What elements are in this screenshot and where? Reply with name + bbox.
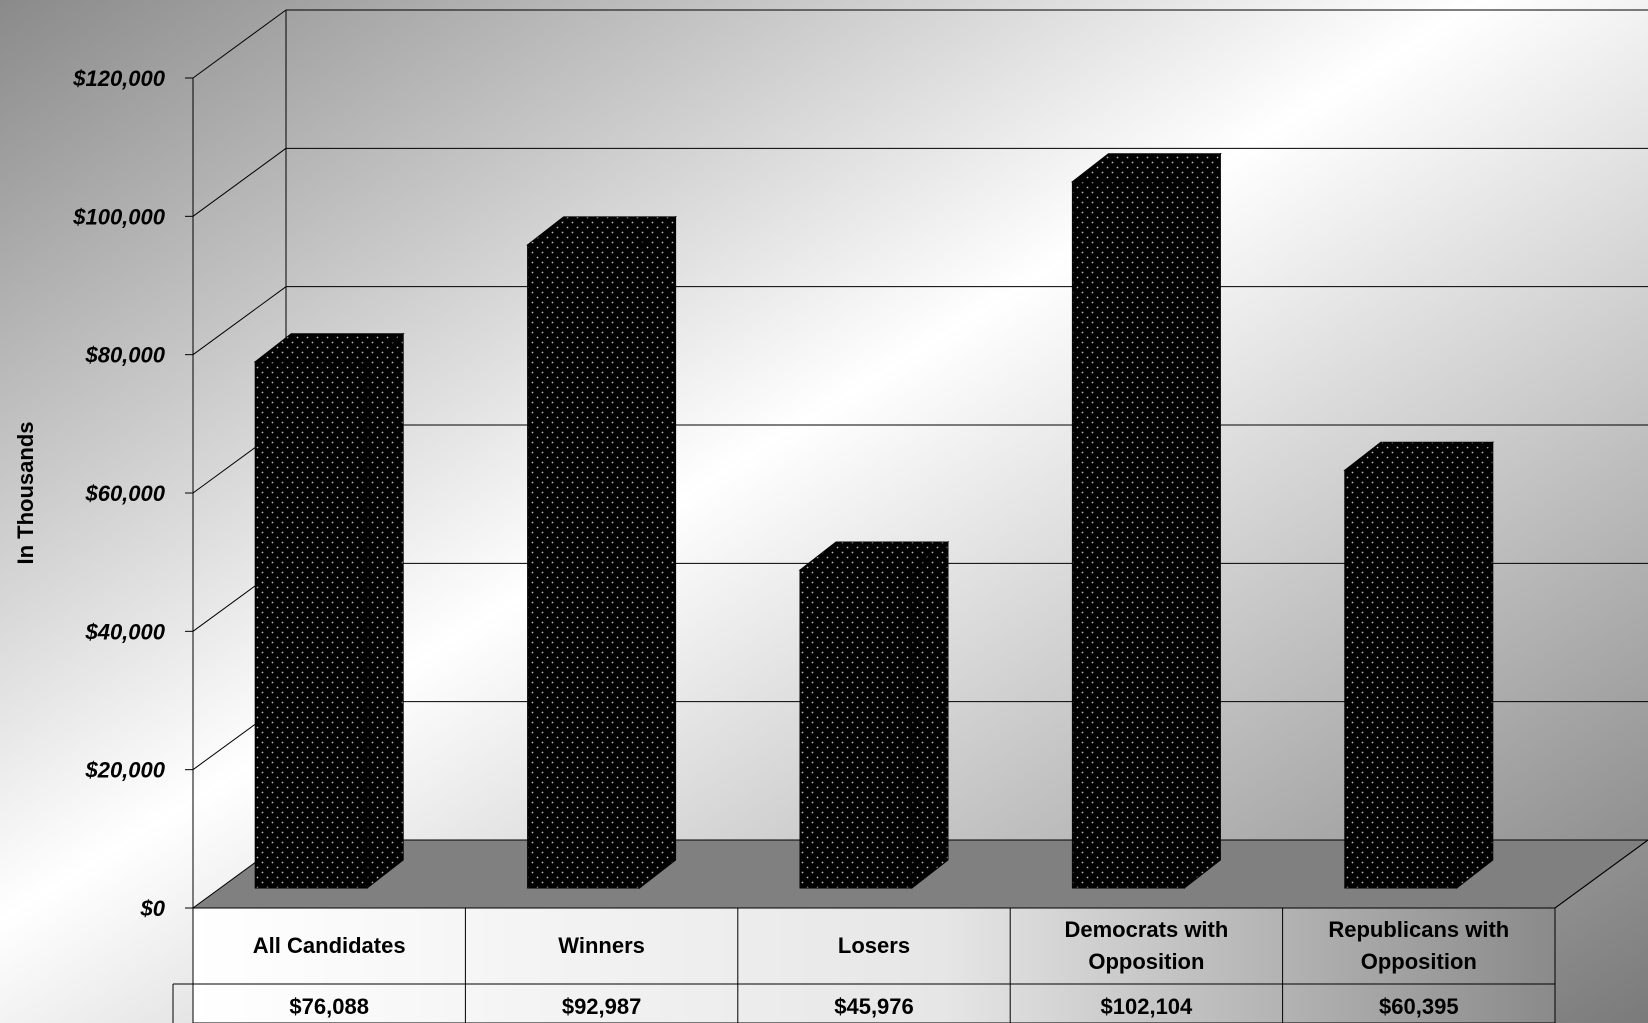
gridline-side xyxy=(192,147,287,217)
y-tick-label: $60,000 xyxy=(84,481,165,506)
bar-top xyxy=(798,541,950,571)
bar-side xyxy=(366,332,404,890)
data-label: $102,104 xyxy=(1101,994,1194,1019)
bar-top xyxy=(526,216,678,246)
bar-3 xyxy=(798,540,950,890)
floor-right-edge xyxy=(1554,839,1648,909)
gridline-side xyxy=(192,286,287,356)
gridline-side xyxy=(192,9,287,79)
bar-side xyxy=(639,215,677,890)
bar-front xyxy=(799,569,913,889)
y-tick-label: $80,000 xyxy=(84,343,165,368)
bar-top xyxy=(1343,441,1495,471)
data-label: $92,987 xyxy=(562,994,642,1019)
bar-side xyxy=(911,540,949,890)
x-tick-label: Republicans with Opposition xyxy=(1328,917,1509,974)
bar-front xyxy=(1344,469,1458,889)
x-tick-label: Democrats with Opposition xyxy=(1064,917,1228,974)
y-tick-label: $0 xyxy=(140,896,166,921)
bar-side xyxy=(1456,441,1494,890)
bar-1 xyxy=(253,332,405,890)
bar-side xyxy=(1183,152,1221,890)
bar-top xyxy=(1070,153,1222,183)
data-label: $45,976 xyxy=(834,994,914,1019)
bar-2 xyxy=(526,215,678,890)
x-tick-label: Losers xyxy=(838,933,910,958)
y-tick-label: $120,000 xyxy=(72,66,166,91)
bar-top xyxy=(253,333,405,363)
x-tick-label: Winners xyxy=(558,933,645,958)
bar-5 xyxy=(1343,441,1495,890)
x-tick-label: All Candidates xyxy=(253,933,406,958)
bar-front xyxy=(1071,181,1185,889)
y-tick-label: $20,000 xyxy=(84,758,165,783)
data-label: $60,395 xyxy=(1379,994,1459,1019)
bar-4 xyxy=(1070,152,1222,890)
y-axis-title: In Thousands xyxy=(13,422,38,565)
bar-front xyxy=(527,244,641,889)
y-tick-label: $100,000 xyxy=(72,204,166,229)
bar-front xyxy=(254,361,368,889)
data-label: $76,088 xyxy=(289,994,369,1019)
data-table xyxy=(192,907,1556,1023)
y-tick-label: $40,000 xyxy=(84,619,165,644)
